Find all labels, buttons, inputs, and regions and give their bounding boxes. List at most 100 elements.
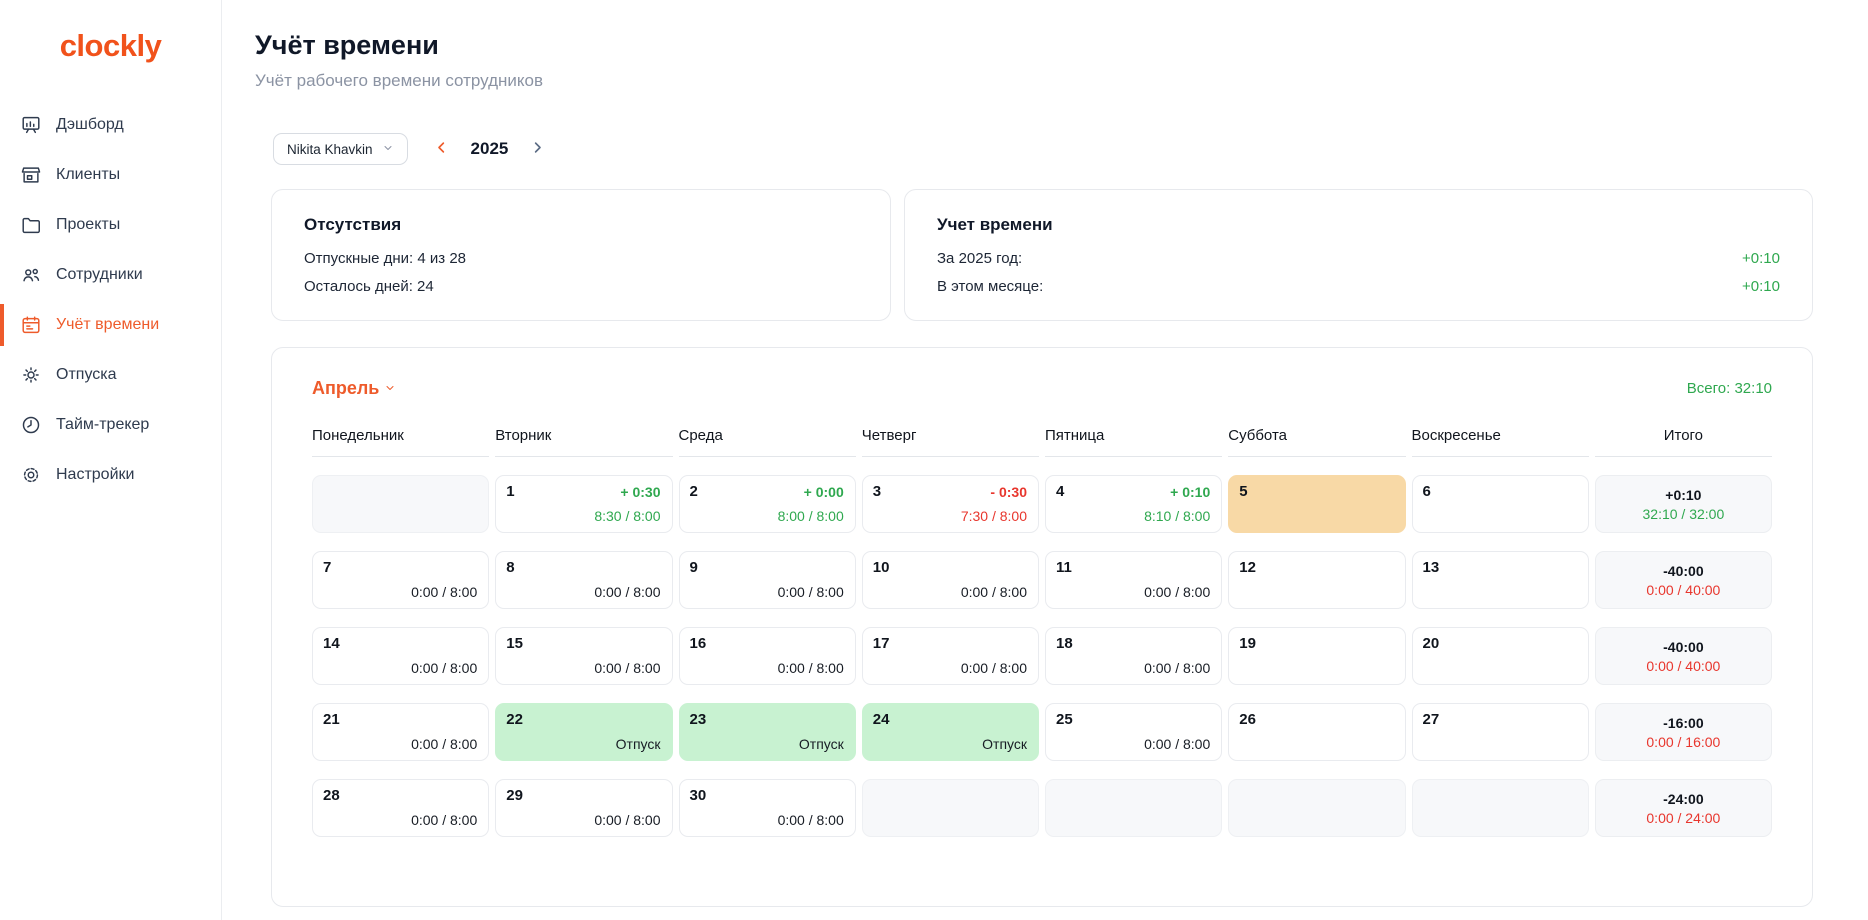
chevron-down-icon: [384, 378, 396, 399]
day-cell[interactable]: 28 0:00 / 8:00: [312, 779, 490, 837]
day-cell[interactable]: 4 + 0:10 8:10 / 8:00: [1045, 475, 1223, 533]
day-hours: 8:30 / 8:00: [594, 508, 661, 524]
month-total-label: В этом месяце:: [937, 278, 1044, 295]
absences-card-title: Отсутствия: [304, 215, 402, 234]
day-hours: 0:00 / 8:00: [594, 812, 661, 828]
day-cell[interactable]: 1 + 0:30 8:30 / 8:00: [495, 475, 673, 533]
week-total-cell: +0:10 32:10 / 32:00: [1594, 475, 1772, 533]
chevron-left-icon: [434, 140, 449, 158]
day-number: 12: [1239, 559, 1256, 576]
day-cell[interactable]: 7 0:00 / 8:00: [312, 551, 490, 609]
week-total-cell: -40:00 0:00 / 40:00: [1594, 627, 1772, 685]
sidebar-item-settings[interactable]: Настройки: [0, 450, 221, 500]
day-hours: 0:00 / 8:00: [594, 584, 661, 600]
week-total-delta: +0:10: [1665, 486, 1702, 503]
day-number: 10: [872, 559, 890, 576]
calendar-grid: Понедельник Вторник Среда Четверг Пятница Суб…: [312, 427, 1772, 837]
sidebar-item-dashboard[interactable]: Дэшборд: [0, 100, 221, 150]
day-cell[interactable]: 20: [1411, 627, 1589, 685]
day-of-week-header: Понедельник: [312, 427, 490, 457]
users-icon: [20, 264, 42, 286]
day-cell[interactable]: 24 Отпуск: [861, 703, 1039, 761]
days-left-row: Осталось дней: 24: [304, 278, 858, 295]
sidebar-item-label: Дэшборд: [56, 116, 124, 133]
day-cell[interactable]: 6: [1411, 475, 1589, 533]
day-number: 13: [1422, 559, 1440, 576]
day-number: 20: [1422, 635, 1440, 652]
day-number: 1: [506, 483, 515, 500]
sidebar-item-timesheet[interactable]: Учёт времени: [0, 300, 221, 350]
week-total-hours: 0:00 / 24:00: [1646, 809, 1721, 826]
week-total-hours: 0:00 / 40:00: [1646, 657, 1721, 674]
year-total-label: За 2025 год:: [937, 250, 1023, 267]
month-select[interactable]: Апрель: [312, 378, 396, 399]
empty-cell: [1411, 779, 1589, 837]
next-year-button[interactable]: [528, 138, 547, 160]
day-hours: 0:00 / 8:00: [1144, 660, 1211, 676]
sidebar-item-projects[interactable]: Проекты: [0, 200, 221, 250]
sidebar-item-label: Клиенты: [56, 166, 121, 183]
sidebar-item-time-tracker[interactable]: Тайм-трекер: [0, 400, 221, 450]
day-cell[interactable]: 26: [1228, 703, 1406, 761]
day-cell[interactable]: 13: [1411, 551, 1589, 609]
day-cell[interactable]: 12: [1228, 551, 1406, 609]
storefront-icon: [20, 164, 42, 186]
sidebar: clockly Дэшборд Клиенты Проекты Сотрудники У…: [0, 0, 222, 920]
day-hours: 0:00 / 8:00: [411, 736, 478, 752]
day-number: 26: [1239, 711, 1256, 728]
prev-year-button[interactable]: [432, 138, 451, 160]
day-hours: 0:00 / 8:00: [777, 660, 844, 676]
empty-cell: [1228, 779, 1406, 837]
day-cell[interactable]: 29 0:00 / 8:00: [495, 779, 673, 837]
sidebar-item-label: Тайм-трекер: [56, 416, 150, 433]
day-cell[interactable]: 14 0:00 / 8:00: [312, 627, 490, 685]
sidebar-item-label: Проекты: [56, 216, 121, 233]
day-cell[interactable]: 11 0:00 / 8:00: [1045, 551, 1223, 609]
day-cell[interactable]: 16 0:00 / 8:00: [678, 627, 856, 685]
day-number: 11: [1056, 559, 1072, 576]
day-cell[interactable]: 10 0:00 / 8:00: [861, 551, 1039, 609]
day-cell[interactable]: 17 0:00 / 8:00: [861, 627, 1039, 685]
day-cell[interactable]: 2 + 0:00 8:00 / 8:00: [678, 475, 856, 533]
day-cell[interactable]: 8 0:00 / 8:00: [495, 551, 673, 609]
day-hours: 0:00 / 8:00: [1144, 736, 1211, 752]
vacation-days-label: Отпускные дни: 4 из 28: [304, 250, 466, 267]
days-left-label: Осталось дней: 24: [304, 278, 434, 295]
day-cell[interactable]: 18 0:00 / 8:00: [1045, 627, 1223, 685]
week-total-cell: -24:00 0:00 / 24:00: [1594, 779, 1772, 837]
calendar-card: Апрель Всего: 32:10 Понедельник Вторник Ср…: [271, 347, 1813, 907]
day-cell[interactable]: 15 0:00 / 8:00: [495, 627, 673, 685]
week-total-delta: -16:00: [1663, 714, 1704, 731]
day-cell[interactable]: 30 0:00 / 8:00: [678, 779, 856, 837]
day-hours: 0:00 / 8:00: [411, 660, 478, 676]
sidebar-item-clients[interactable]: Клиенты: [0, 150, 221, 200]
sidebar-item-label: Отпуска: [56, 366, 117, 383]
day-hours: 0:00 / 8:00: [411, 812, 478, 828]
day-of-week-header: Суббота: [1228, 427, 1406, 457]
day-number: 29: [506, 787, 523, 804]
day-cell[interactable]: 22 Отпуск: [495, 703, 673, 761]
time-summary-card: Учет времени За 2025 год: +0:10 В этом м…: [904, 189, 1813, 321]
day-cell[interactable]: 25 0:00 / 8:00: [1045, 703, 1223, 761]
day-number: 8: [506, 559, 515, 576]
day-hours: 0:00 / 8:00: [594, 660, 661, 676]
day-cell[interactable]: 5: [1228, 475, 1406, 533]
day-cell[interactable]: 9 0:00 / 8:00: [678, 551, 856, 609]
time-summary-card-title: Учет времени: [937, 215, 1053, 234]
day-cell[interactable]: 21 0:00 / 8:00: [312, 703, 490, 761]
day-number: 2: [689, 483, 698, 500]
sidebar-item-employees[interactable]: Сотрудники: [0, 250, 221, 300]
day-cell[interactable]: 19: [1228, 627, 1406, 685]
day-cell[interactable]: 23 Отпуск: [678, 703, 856, 761]
day-cell[interactable]: 27: [1411, 703, 1589, 761]
year-label: 2025: [470, 139, 509, 158]
sidebar-item-vacations[interactable]: Отпуска: [0, 350, 221, 400]
day-hours: 0:00 / 8:00: [1144, 584, 1211, 600]
day-number: 28: [323, 787, 340, 804]
employee-select[interactable]: Nikita Khavkin: [273, 133, 408, 165]
day-number: 21: [323, 711, 340, 728]
day-cell[interactable]: 3 - 0:30 7:30 / 8:00: [861, 475, 1039, 533]
main-content: Учёт времени Учёт рабочего времени сотру…: [222, 0, 1868, 920]
day-number: 5: [1239, 483, 1248, 500]
day-number: 25: [1056, 711, 1073, 728]
